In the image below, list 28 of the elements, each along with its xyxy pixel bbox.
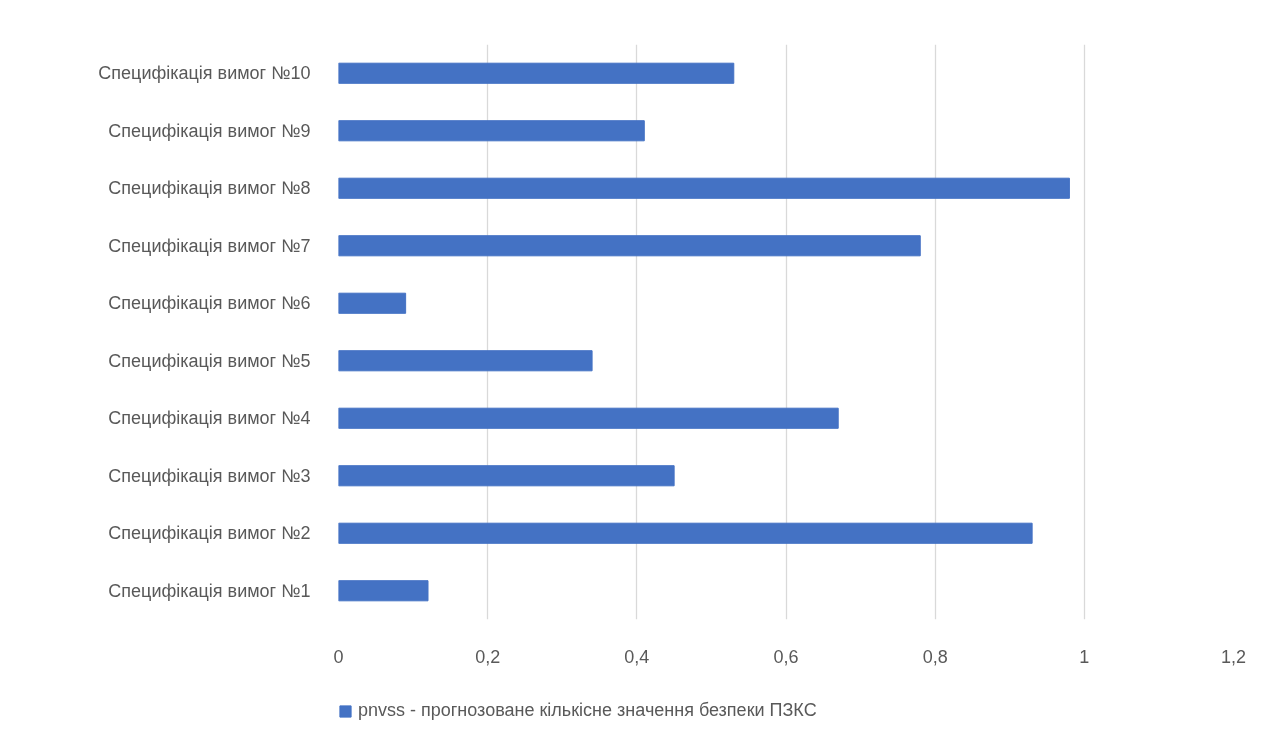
y-tick-label: Специфікація вимог №3: [108, 465, 311, 486]
x-tick-label: 0,4: [624, 646, 650, 667]
bar: [338, 292, 407, 314]
bar: [338, 407, 839, 429]
x-tick-label: 0,6: [773, 646, 799, 667]
x-tick-label: 0: [333, 646, 344, 667]
x-tick-label: 1: [1079, 646, 1090, 667]
y-tick-label: Специфікація вимог №4: [108, 408, 311, 429]
y-tick-label: Специфікація вимог №8: [108, 178, 311, 199]
y-tick-label: Специфікація вимог №5: [108, 350, 311, 371]
bar: [338, 522, 1033, 544]
y-tick-label: Специфікація вимог №7: [108, 235, 311, 256]
bar: [338, 177, 1070, 199]
y-tick-label: Специфікація вимог №2: [108, 523, 311, 544]
x-tick-label: 0,8: [922, 646, 948, 667]
x-tick-label: 0,2: [475, 646, 501, 667]
y-tick-label: Специфікація вимог №10: [98, 63, 311, 84]
legend-label: pnvss - прогнозоване кількісне значення безпеки ПЗКС: [358, 700, 817, 721]
bar: [338, 120, 645, 142]
y-tick-label: Специфікація вимог №9: [108, 120, 311, 141]
bar: [338, 580, 429, 602]
x-tick-label: 1,2: [1220, 646, 1247, 667]
y-tick-label: Специфікація вимог №6: [108, 293, 311, 314]
bar: [338, 235, 921, 257]
y-tick-label: Специфікація вимог №1: [108, 580, 311, 601]
bar: [338, 62, 735, 84]
bar: [338, 465, 675, 487]
bar: [338, 350, 593, 372]
